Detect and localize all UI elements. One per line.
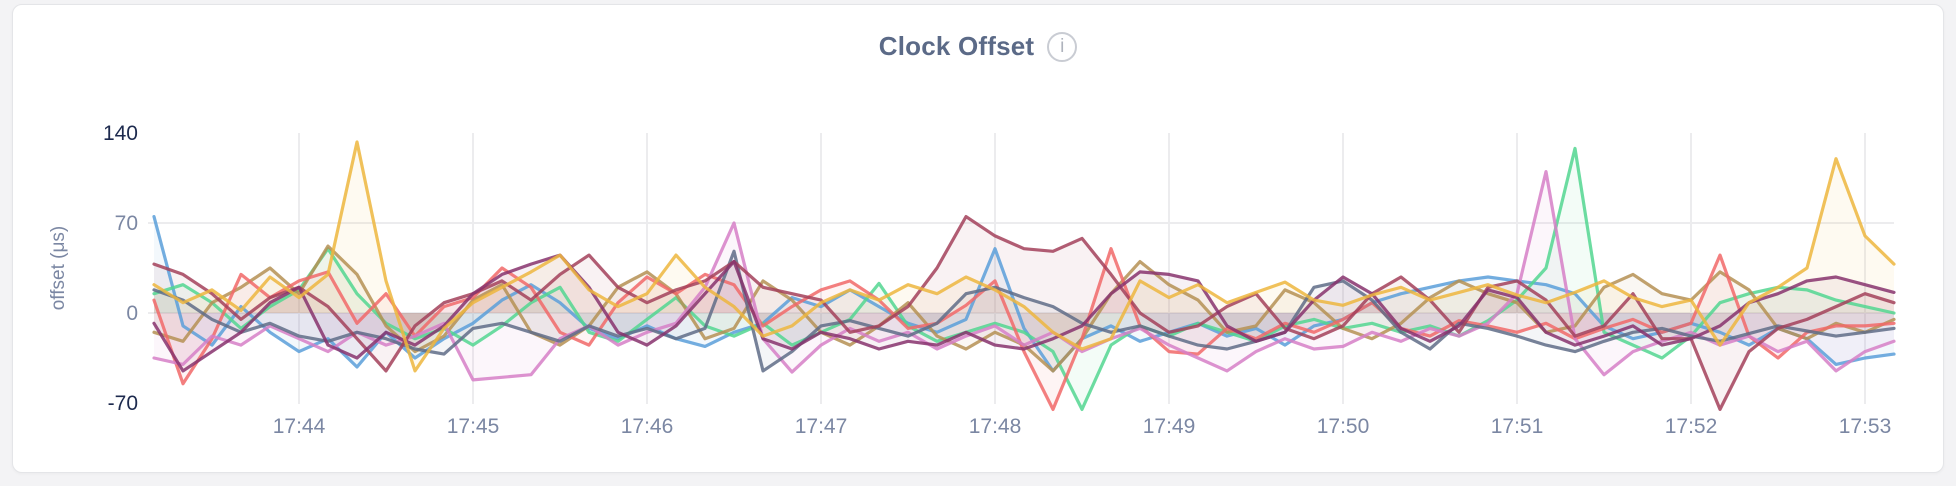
series-line-gold: [152, 140, 1896, 373]
series-area-plum: [154, 255, 1894, 371]
series-area-khaki: [154, 246, 1894, 371]
series-area-green: [154, 148, 1894, 410]
series-line-salmon: [152, 247, 1896, 411]
info-icon[interactable]: i: [1047, 31, 1078, 62]
x-tick-label: 17:53: [1839, 415, 1892, 438]
x-tick-label: 17:50: [1317, 415, 1370, 438]
y-tick-label: 0: [126, 302, 138, 325]
series-line-slate: [152, 249, 1896, 373]
info-icon-glyph: i: [1060, 36, 1065, 57]
chart-header: Clock Offset i: [13, 31, 1943, 62]
series-area-blue: [154, 216, 1894, 371]
series-area-slate: [154, 251, 1894, 371]
series-line-plum: [152, 253, 1896, 373]
series-line-maroon: [152, 215, 1896, 411]
y-axis-title: offset (μs): [48, 226, 69, 311]
x-tick-label: 17:45: [447, 415, 500, 438]
series-area-orchid: [154, 171, 1894, 380]
series-lines: [152, 140, 1896, 411]
x-tick-label: 17:52: [1665, 415, 1718, 438]
x-tick-label: 17:51: [1491, 415, 1544, 438]
series-area-maroon: [154, 216, 1894, 410]
y-axis-labels: 140 70 0 -70: [103, 122, 138, 415]
y-tick-label: 140: [103, 122, 138, 145]
x-axis-labels: 17:44 17:45 17:46 17:47 17:48 17:49 17:50 17:51…: [273, 415, 1892, 438]
series-line-orchid: [152, 170, 1896, 382]
chart-hover-area[interactable]: [148, 95, 1894, 435]
x-tick-label: 17:47: [795, 415, 848, 438]
x-tick-label: 17:46: [621, 415, 674, 438]
y-tick-label: -70: [108, 392, 138, 415]
x-tick-label: 17:48: [969, 415, 1022, 438]
chart-card: Clock Offset i: [12, 4, 1944, 473]
chart-title: Clock Offset: [878, 31, 1035, 61]
x-tick-label: 17:49: [1143, 415, 1196, 438]
x-tick-label: 17:44: [273, 415, 326, 438]
y-tick-label: 70: [115, 212, 138, 235]
